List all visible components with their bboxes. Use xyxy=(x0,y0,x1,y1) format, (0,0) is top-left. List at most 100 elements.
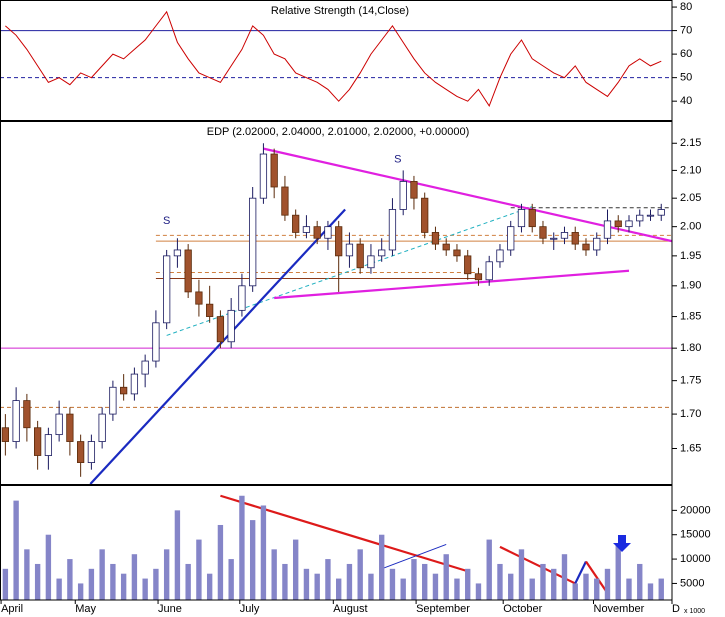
price-title: EDP (2.02000, 2.04000, 2.01000, 2.02000,… xyxy=(207,126,470,138)
candle-body xyxy=(152,322,160,362)
y-tick-label: 2.05 xyxy=(680,192,701,204)
candle-body xyxy=(593,237,601,251)
volume-bar xyxy=(206,573,213,600)
volume-bar xyxy=(292,539,299,600)
candle-body xyxy=(249,197,257,287)
volume-bar xyxy=(99,549,105,600)
volume-bar xyxy=(379,534,385,600)
candle-body xyxy=(98,413,106,442)
candle-body xyxy=(130,373,139,395)
volume-bar xyxy=(77,583,84,600)
volume-bar xyxy=(67,559,73,600)
candle-body xyxy=(120,386,128,395)
candle-body xyxy=(55,413,63,436)
y-tick-label: 20000 xyxy=(680,504,711,516)
volume-bar xyxy=(303,568,310,600)
candle-body xyxy=(173,249,182,257)
x-tick-label: August xyxy=(333,603,367,615)
volume-bar xyxy=(486,539,492,600)
volume-bar xyxy=(647,583,654,600)
y-tick-label: 1.90 xyxy=(680,280,701,292)
volume-bar xyxy=(142,578,148,600)
candle-body xyxy=(141,360,149,375)
candle-body xyxy=(453,249,461,257)
trend-line xyxy=(381,543,447,570)
trend-line xyxy=(274,269,630,300)
candle-body xyxy=(345,243,354,257)
y-tick-label: 5000 xyxy=(680,577,704,589)
rsi-frame xyxy=(0,0,673,121)
candle-body xyxy=(66,413,74,442)
y-tick-label: 2.00 xyxy=(680,221,701,233)
candle-body xyxy=(292,214,300,233)
volume-bar xyxy=(411,559,417,600)
candle-body xyxy=(34,427,42,456)
price-frame xyxy=(0,121,673,485)
candle-body xyxy=(539,226,547,239)
candle-body xyxy=(560,232,569,239)
volume-bar xyxy=(400,578,406,600)
volume-bar xyxy=(282,563,288,600)
volume-bar xyxy=(163,549,170,600)
volume-bar xyxy=(239,495,245,600)
candle-body xyxy=(550,237,558,240)
volume-bar xyxy=(454,578,460,600)
volume-bar xyxy=(518,549,525,600)
x-tick-label: D xyxy=(672,603,680,615)
volume-bar xyxy=(357,549,363,600)
candle-body xyxy=(431,232,440,245)
y-tick-label: 10000 xyxy=(680,553,711,565)
y-tick-label: 1.80 xyxy=(680,342,701,354)
y-tick-label: 1.70 xyxy=(680,408,701,420)
x-tick-label: May xyxy=(75,603,96,615)
y-tick-label: 40 xyxy=(680,95,692,107)
candle-body xyxy=(378,249,386,257)
panel xyxy=(0,143,672,484)
candle-body xyxy=(77,441,85,463)
volume-bar xyxy=(615,544,621,600)
volume-bar xyxy=(110,563,116,600)
candle-body xyxy=(1,427,10,442)
volume-bar xyxy=(13,500,19,600)
volume-bar xyxy=(604,568,611,600)
volume-bar xyxy=(637,563,643,600)
volume-bar xyxy=(196,539,202,600)
volume-bar xyxy=(422,563,428,600)
candle-body xyxy=(464,255,472,275)
volume-bar xyxy=(325,559,331,600)
candle-body xyxy=(410,181,418,199)
volume-bar xyxy=(185,563,191,600)
volume-bar xyxy=(217,524,224,600)
volume-bar xyxy=(572,583,578,600)
candle-body xyxy=(474,273,483,281)
rsi-line xyxy=(5,10,662,107)
volume-bar xyxy=(260,505,267,600)
candle-body xyxy=(206,303,214,317)
volume-bar xyxy=(443,554,449,600)
candle-body xyxy=(507,226,515,251)
candle-body xyxy=(421,197,429,233)
volume-bar xyxy=(658,578,664,600)
candle-body xyxy=(87,441,96,463)
annotation: S xyxy=(163,215,170,227)
candle-body xyxy=(12,400,20,442)
volume-bar xyxy=(131,554,138,600)
volume-bar xyxy=(45,534,52,600)
candle-body xyxy=(259,153,268,199)
x-tick-label: September xyxy=(416,603,470,615)
y-tick-label: 1.95 xyxy=(680,250,701,262)
candle-body xyxy=(313,226,321,239)
volume-bar xyxy=(389,568,396,600)
plot-layer xyxy=(0,10,672,600)
candle-body xyxy=(302,226,311,233)
volume-bar xyxy=(249,520,256,600)
volume-bar xyxy=(508,573,514,600)
x-tick-label: October xyxy=(503,603,542,615)
candle-body xyxy=(528,209,536,228)
volume-bar xyxy=(529,578,535,600)
volume-bar xyxy=(174,510,181,600)
candle-body xyxy=(281,186,289,216)
volume-bar xyxy=(594,578,600,600)
